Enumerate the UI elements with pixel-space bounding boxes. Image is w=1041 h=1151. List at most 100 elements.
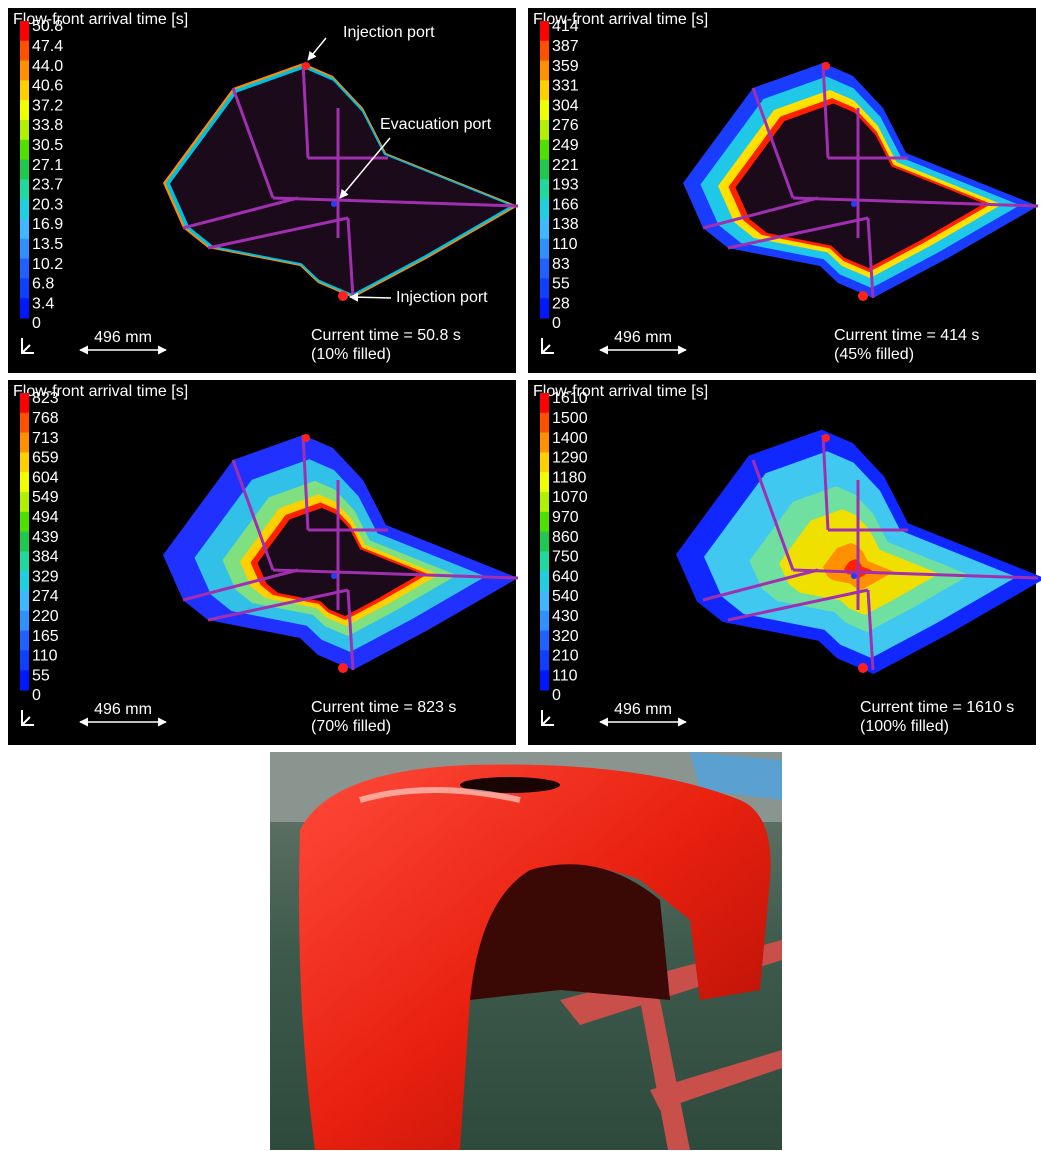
colorbar-segment [540,512,549,532]
colorbar-label: 540 [552,588,579,605]
colorbar-label: 47.4 [32,38,63,55]
colorbar-segment [540,61,549,81]
colorbar-label: 359 [552,58,579,75]
colorbar-segment [20,100,29,120]
colorbar-segment [540,631,549,651]
injection-port [858,663,868,673]
colorbar-label: 138 [552,216,579,233]
colorbar-label: 276 [552,117,579,134]
colorbar-label: 44.0 [32,58,63,75]
colorbar-label: 1400 [552,430,588,447]
colorbar-segment [20,21,29,41]
colorbar-label: 6.8 [32,276,54,293]
colorbar-segment [20,413,29,433]
colorbar-label: 165 [32,628,59,645]
current-time: Current time = 823 s [311,699,456,716]
colorbar-segment [540,298,549,318]
colorbar-segment [540,41,549,61]
colorbar-segment [20,472,29,492]
colorbar-label: 659 [32,450,59,467]
colorbar-label: 823 [32,390,59,407]
colorbar-segment [540,160,549,180]
colorbar-label: 320 [552,628,579,645]
colorbar-segment [540,80,549,100]
panel: Flow-front arrival time [s]8237687136596… [8,380,518,745]
colorbar-label: 33.8 [32,117,63,134]
annotation: Injection port [396,289,488,306]
colorbar-segment [20,298,29,318]
evacuation-port [851,573,857,579]
scale-bar-label: 496 mm [94,329,152,346]
colorbar-segment [540,591,549,611]
colorbar-label: 50.8 [32,18,63,35]
colorbar-segment [20,611,29,631]
colorbar-segment [540,259,549,279]
current-time: Current time = 1610 s [860,699,1014,716]
colorbar-label: 166 [552,196,579,213]
colorbar-label: 83 [552,256,570,273]
colorbar-label: 16.9 [32,216,63,233]
colorbar-label: 55 [552,276,570,293]
annotation: Injection port [343,24,435,41]
colorbar-segment [540,413,549,433]
colorbar-segment [540,239,549,259]
colorbar-segment [20,120,29,140]
colorbar-label: 3.4 [32,295,54,312]
colorbar-label: 210 [552,648,579,665]
colorbar-segment [540,393,549,413]
colorbar-segment [540,199,549,219]
fill-state: (45% filled) [834,346,914,363]
colorbar-label: 640 [552,568,579,585]
colorbar-segment [540,21,549,41]
colorbar-segment [540,179,549,199]
current-time: Current time = 50.8 s [311,327,461,344]
colorbar-label: 193 [552,177,579,194]
colorbar-segment [20,278,29,298]
page: Flow-front arrival time [s]50.847.444.04… [0,0,1041,1151]
colorbar-segment [540,611,549,631]
colorbar-label: 750 [552,549,579,566]
colorbar-label: 387 [552,38,579,55]
injection-port [302,434,310,442]
colorbar-segment [20,61,29,81]
injection-port [858,291,868,301]
colorbar-segment [20,179,29,199]
colorbar-label: 494 [32,509,59,526]
colorbar-segment [540,551,549,571]
colorbar-label: 713 [32,430,59,447]
colorbar-label: 0 [32,315,41,332]
colorbar-label: 768 [32,410,59,427]
colorbar-label: 10.2 [32,256,63,273]
scale-bar-label: 496 mm [614,701,672,718]
colorbar-label: 13.5 [32,236,63,253]
colorbar-label: 1180 [552,469,587,486]
colorbar-label: 28 [552,295,570,312]
colorbar-label: 221 [552,157,579,174]
colorbar-label: 439 [32,529,59,546]
colorbar-label: 329 [32,568,59,585]
colorbar-label: 430 [552,608,579,625]
colorbar-segment [540,571,549,591]
colorbar-segment [20,393,29,413]
colorbar-segment [540,650,549,670]
colorbar-segment [20,631,29,651]
panels: Flow-front arrival time [s]50.847.444.04… [8,8,1041,745]
colorbar-segment [540,100,549,120]
colorbar-segment [540,452,549,472]
figure: Flow-front arrival time [s]50.847.444.04… [0,0,1041,1151]
colorbar-segment [540,120,549,140]
colorbar-label: 1290 [552,450,588,467]
colorbar-label: 1070 [552,489,588,506]
colorbar-label: 30.5 [32,137,63,154]
fill-state: (70% filled) [311,718,391,735]
injection-port [302,62,310,70]
colorbar-segment [20,259,29,279]
colorbar-segment [20,239,29,259]
photo [270,752,782,1150]
colorbar-label: 274 [32,588,59,605]
evacuation-port [331,573,337,579]
colorbar-segment [540,472,549,492]
colorbar-segment [20,512,29,532]
colorbar-segment [20,551,29,571]
injection-port [822,434,830,442]
